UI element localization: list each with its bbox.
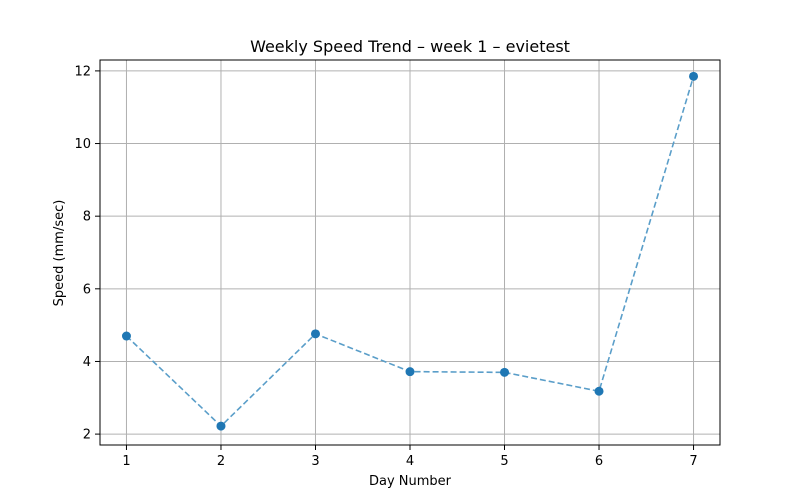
plot-frame [99, 59, 721, 446]
data-point [405, 367, 415, 377]
x-tick-label: 1 [122, 454, 130, 469]
grid [100, 60, 720, 445]
series [121, 71, 699, 431]
x-tick-label: 7 [689, 454, 697, 469]
x-tick-label: 4 [406, 454, 414, 469]
chart-title: Weekly Speed Trend – week 1 – evietest [250, 37, 570, 56]
x-tick-label: 2 [217, 454, 225, 469]
x-tick-label: 6 [595, 454, 603, 469]
data-point [310, 329, 320, 339]
y-tick-label: 8 [83, 210, 91, 225]
data-point [500, 367, 510, 377]
y-tick-label: 4 [83, 355, 91, 370]
data-point [121, 331, 131, 341]
data-point [216, 421, 226, 431]
data-point [689, 71, 699, 81]
x-tick-label: 5 [500, 454, 508, 469]
y-tick-label: 12 [74, 64, 91, 79]
y-axis-label: Speed (mm/sec) [52, 200, 67, 307]
data-point [594, 386, 604, 396]
y-tick-label: 2 [83, 428, 91, 443]
y-tick-label: 10 [74, 137, 91, 152]
x-tick-label: 3 [311, 454, 319, 469]
x-axis-label: Day Number [369, 474, 452, 489]
y-tick-label: 6 [83, 282, 91, 297]
